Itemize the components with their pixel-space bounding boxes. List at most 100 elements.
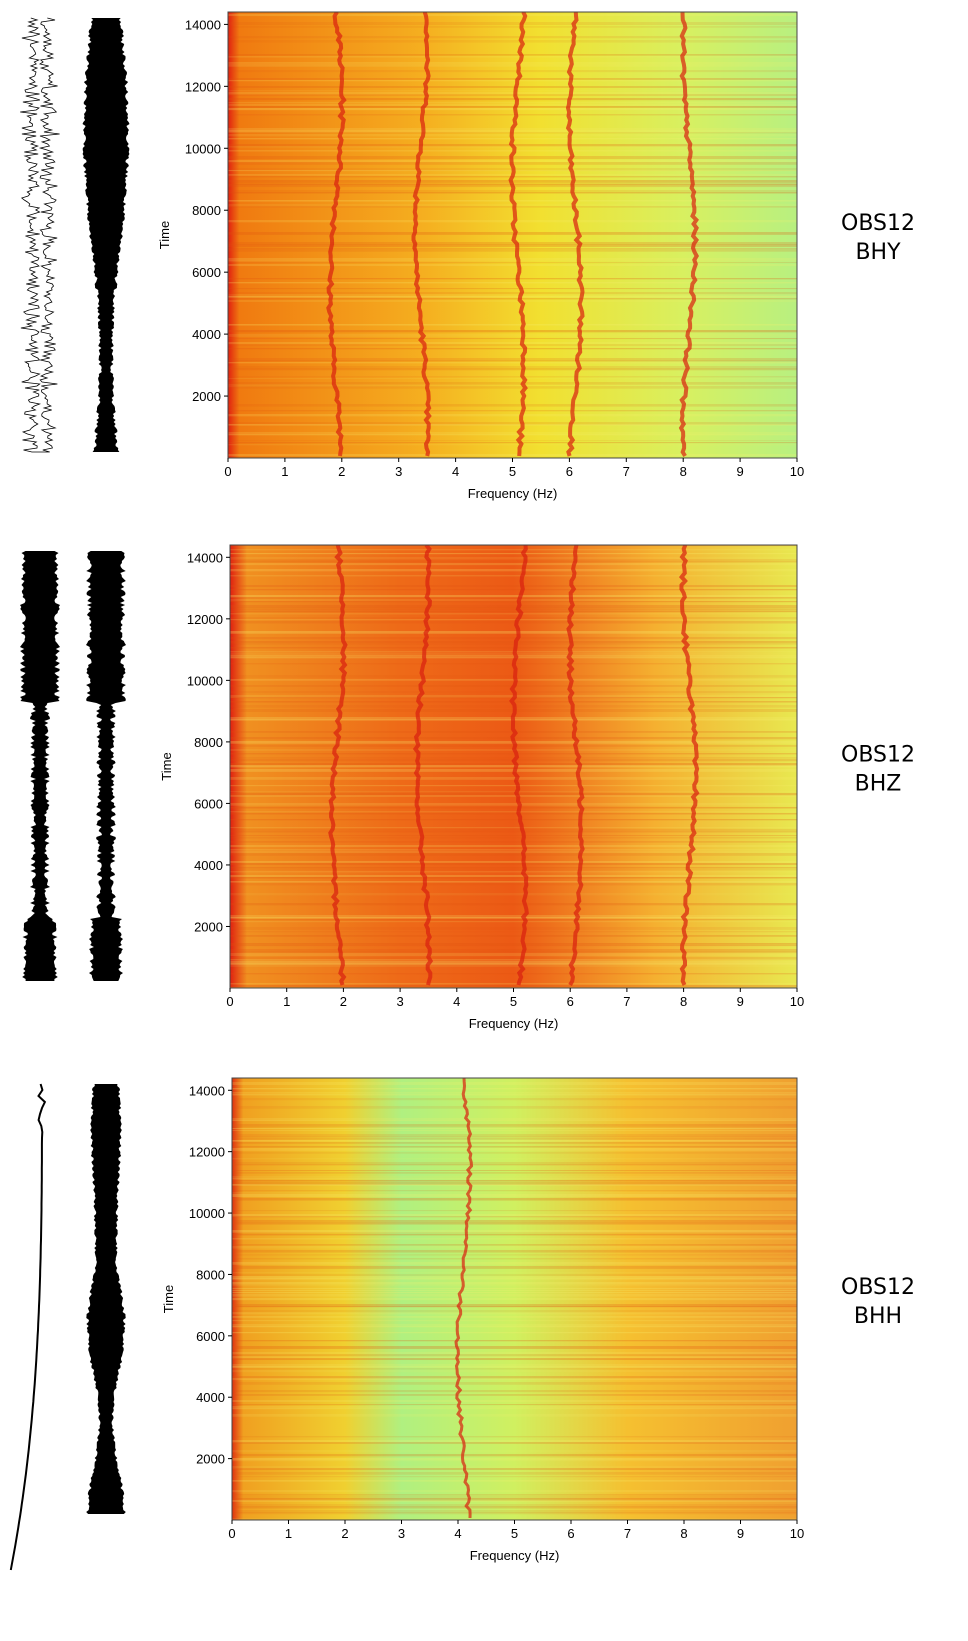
striation bbox=[230, 921, 797, 923]
striation bbox=[228, 454, 797, 457]
striation bbox=[230, 549, 797, 551]
striation bbox=[230, 793, 797, 796]
x-axis-label: Frequency (Hz) bbox=[468, 486, 558, 501]
striation bbox=[232, 1210, 797, 1212]
x-tick-label: 0 bbox=[228, 1526, 235, 1541]
x-tick-label: 1 bbox=[281, 464, 288, 479]
striation bbox=[232, 1390, 797, 1393]
striation bbox=[228, 204, 797, 207]
striation bbox=[232, 1290, 797, 1292]
spectrogram-background bbox=[230, 545, 797, 988]
striation bbox=[228, 378, 797, 380]
striation bbox=[230, 613, 797, 615]
y-tick-label: 6000 bbox=[192, 265, 221, 280]
striation bbox=[232, 1198, 797, 1201]
striation bbox=[228, 90, 797, 92]
x-tick-label: 7 bbox=[623, 464, 630, 479]
striation bbox=[232, 1288, 797, 1290]
striation bbox=[228, 384, 797, 387]
seismogram bbox=[9, 1083, 47, 1571]
striation bbox=[232, 1442, 797, 1444]
striation bbox=[228, 36, 797, 39]
x-tick-label: 7 bbox=[623, 994, 630, 1009]
striation bbox=[232, 1458, 797, 1461]
striation bbox=[228, 244, 797, 247]
striation bbox=[228, 442, 797, 444]
y-tick-label: 8000 bbox=[196, 1267, 225, 1282]
striation bbox=[228, 424, 797, 426]
striation bbox=[230, 553, 797, 555]
striation bbox=[232, 1164, 797, 1166]
x-tick-label: 3 bbox=[395, 464, 402, 479]
x-tick-label: 9 bbox=[737, 994, 744, 1009]
striation bbox=[232, 1192, 797, 1194]
striation bbox=[228, 80, 797, 82]
striation bbox=[232, 1222, 797, 1225]
striation bbox=[232, 1148, 797, 1151]
striation bbox=[230, 569, 797, 572]
striation bbox=[228, 358, 797, 361]
striation bbox=[230, 953, 797, 956]
striation bbox=[230, 601, 797, 603]
x-tick-label: 10 bbox=[790, 464, 804, 479]
spectrogram-background bbox=[228, 12, 797, 458]
striation bbox=[232, 1098, 797, 1101]
striation bbox=[228, 62, 797, 64]
striation bbox=[230, 563, 797, 566]
x-tick-label: 10 bbox=[790, 1526, 804, 1541]
striation bbox=[230, 609, 797, 612]
x-tick-label: 1 bbox=[285, 1526, 292, 1541]
striation bbox=[232, 1136, 797, 1138]
x-tick-label: 8 bbox=[680, 464, 687, 479]
striation bbox=[230, 837, 797, 839]
striation bbox=[232, 1312, 797, 1315]
x-tick-label: 4 bbox=[452, 464, 459, 479]
striation bbox=[228, 258, 797, 261]
striation bbox=[228, 86, 797, 88]
resonance-line bbox=[566, 545, 585, 986]
striation bbox=[232, 1378, 797, 1381]
striation bbox=[228, 114, 797, 116]
striation bbox=[230, 841, 797, 843]
station-label: OBS12 bbox=[841, 743, 915, 768]
striation bbox=[232, 1230, 797, 1233]
x-tick-label: 4 bbox=[453, 994, 460, 1009]
x-tick-label: 5 bbox=[509, 464, 516, 479]
striation bbox=[228, 262, 797, 264]
striation bbox=[232, 1346, 797, 1349]
striation bbox=[232, 1120, 797, 1122]
x-tick-label: 6 bbox=[566, 464, 573, 479]
striation bbox=[232, 1216, 797, 1218]
striation bbox=[228, 348, 797, 350]
station-label: OBS12 bbox=[841, 211, 915, 236]
x-tick-label: 9 bbox=[736, 464, 743, 479]
striation bbox=[232, 1306, 797, 1308]
striation bbox=[232, 1182, 797, 1185]
striation bbox=[228, 98, 797, 101]
seismogram bbox=[86, 551, 126, 981]
striation bbox=[232, 1284, 797, 1286]
striation bbox=[228, 414, 797, 417]
striation bbox=[228, 434, 797, 436]
striation bbox=[232, 1320, 797, 1322]
channel-label: BHZ bbox=[855, 772, 902, 797]
x-tick-label: 5 bbox=[510, 994, 517, 1009]
striation bbox=[228, 102, 797, 104]
striation bbox=[232, 1460, 797, 1462]
striation bbox=[230, 813, 797, 815]
striation bbox=[230, 617, 797, 620]
striation bbox=[230, 655, 797, 658]
striation bbox=[228, 334, 797, 337]
y-tick-label: 8000 bbox=[192, 203, 221, 218]
striation bbox=[228, 410, 797, 412]
y-tick-label: 14000 bbox=[185, 17, 221, 32]
striation bbox=[230, 595, 797, 598]
x-tick-label: 7 bbox=[624, 1526, 631, 1541]
striation bbox=[232, 1244, 797, 1246]
y-tick-label: 10000 bbox=[187, 673, 223, 688]
striation bbox=[230, 657, 797, 659]
striation bbox=[232, 1220, 797, 1223]
striation bbox=[232, 1414, 797, 1417]
striation bbox=[228, 294, 797, 297]
striation bbox=[228, 106, 797, 108]
